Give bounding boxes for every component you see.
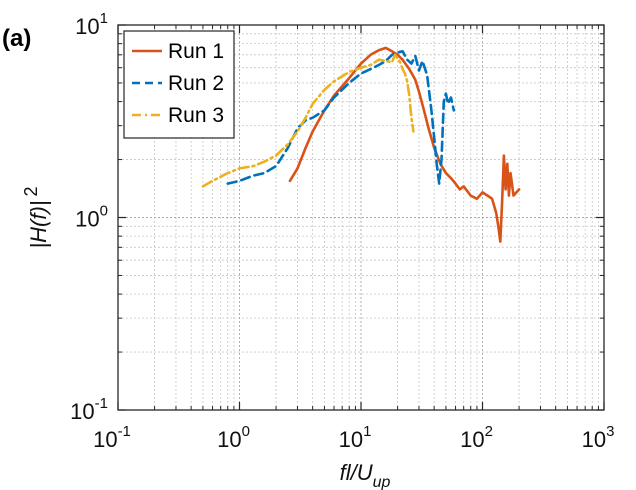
y-tick-base: 10 bbox=[75, 14, 99, 39]
x-tick-label: 100 bbox=[217, 423, 250, 452]
x-tick-base: 10 bbox=[582, 427, 606, 452]
y-tick-exponent: 0 bbox=[100, 203, 108, 220]
legend-label-run-3: Run 3 bbox=[168, 104, 224, 127]
y-axis-label-superscript: 2 bbox=[21, 186, 41, 196]
legend: Run 1 Run 2 Run 3 bbox=[123, 30, 235, 139]
y-tick-label: 100 bbox=[75, 203, 108, 232]
x-tick-label: 103 bbox=[582, 423, 615, 452]
legend-box bbox=[123, 30, 235, 139]
x-axis-label: fl/Uup bbox=[340, 460, 391, 490]
x-tick-base: 10 bbox=[339, 427, 363, 452]
x-tick-exponent: -1 bbox=[118, 423, 131, 440]
x-tick-exponent: 0 bbox=[242, 423, 250, 440]
x-tick-base: 10 bbox=[217, 427, 241, 452]
y-tick-exponent: 1 bbox=[100, 10, 108, 27]
x-tick-label: 10-1 bbox=[93, 423, 131, 452]
y-tick-base: 10 bbox=[70, 399, 94, 424]
y-tick-exponent: -1 bbox=[95, 395, 108, 412]
y-axis-label: |H(f)| 2 bbox=[21, 186, 51, 248]
series-line-run-1 bbox=[288, 46, 521, 243]
x-tick-label: 102 bbox=[460, 423, 493, 452]
x-axis-label-subscript: up bbox=[373, 474, 391, 490]
panel-label: (a) bbox=[2, 25, 31, 52]
x-tick-exponent: 1 bbox=[363, 423, 371, 440]
legend-label-run-1: Run 1 bbox=[168, 40, 224, 63]
y-tick-label: 101 bbox=[75, 10, 108, 39]
x-tick-exponent: 3 bbox=[606, 423, 614, 440]
y-axis-label-main: |H(f)| bbox=[26, 200, 51, 248]
x-tick-exponent: 2 bbox=[485, 423, 493, 440]
axis-ticks bbox=[117, 24, 605, 411]
x-tick-base: 10 bbox=[93, 427, 117, 452]
x-axis-label-main: fl/U bbox=[340, 460, 373, 485]
y-tick-base: 10 bbox=[75, 207, 99, 232]
series-layer bbox=[201, 46, 521, 243]
x-tick-base: 10 bbox=[460, 427, 484, 452]
y-tick-label: 10-1 bbox=[70, 395, 108, 424]
x-tick-label: 101 bbox=[339, 423, 372, 452]
x-tick-labels: 10-1 100 101 102 103 bbox=[93, 423, 614, 452]
series-line-run-3 bbox=[201, 53, 415, 188]
legend-label-run-2: Run 2 bbox=[168, 72, 224, 95]
